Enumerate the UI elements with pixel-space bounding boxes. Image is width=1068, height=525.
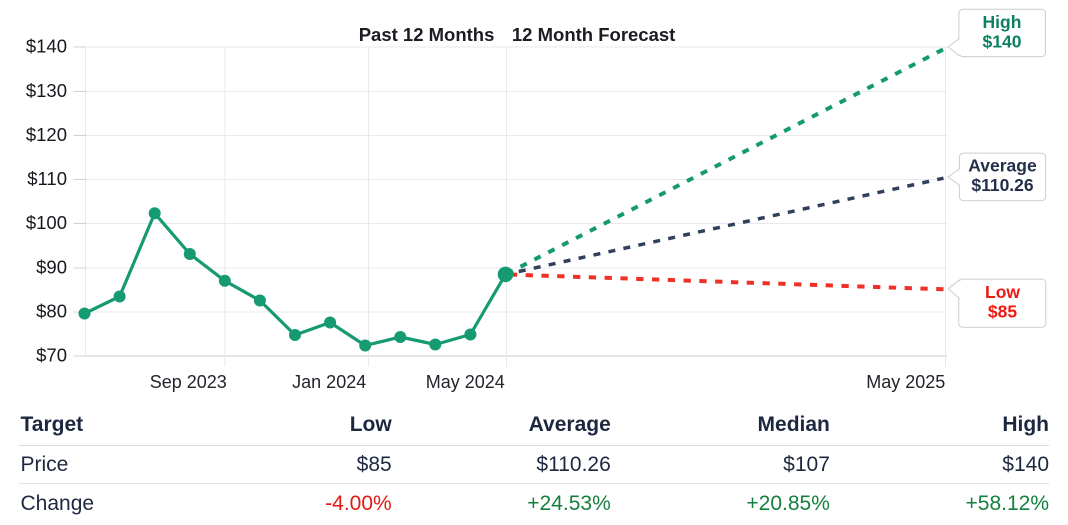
svg-text:$110: $110 bbox=[27, 168, 67, 189]
svg-text:$140: $140 bbox=[26, 36, 67, 57]
svg-text:May 2024: May 2024 bbox=[426, 372, 505, 392]
svg-text:$70: $70 bbox=[36, 345, 67, 366]
svg-text:High: High bbox=[983, 12, 1022, 32]
svg-text:$130: $130 bbox=[26, 80, 67, 101]
svg-text:$80: $80 bbox=[36, 301, 67, 322]
svg-text:Jan 2024: Jan 2024 bbox=[292, 372, 366, 392]
svg-text:$120: $120 bbox=[26, 124, 67, 145]
svg-text:$110.26: $110.26 bbox=[971, 175, 1034, 195]
svg-text:Low: Low bbox=[985, 282, 1020, 302]
svg-text:12 Month Forecast: 12 Month Forecast bbox=[512, 24, 675, 45]
svg-text:May 2025: May 2025 bbox=[866, 372, 945, 392]
svg-text:$85: $85 bbox=[988, 302, 1017, 322]
svg-text:Past 12 Months: Past 12 Months bbox=[359, 24, 495, 45]
svg-text:Average: Average bbox=[968, 156, 1037, 176]
svg-text:$100: $100 bbox=[26, 212, 67, 233]
svg-text:$140: $140 bbox=[983, 31, 1022, 51]
svg-text:$90: $90 bbox=[36, 256, 67, 277]
svg-text:Sep 2023: Sep 2023 bbox=[150, 372, 227, 392]
